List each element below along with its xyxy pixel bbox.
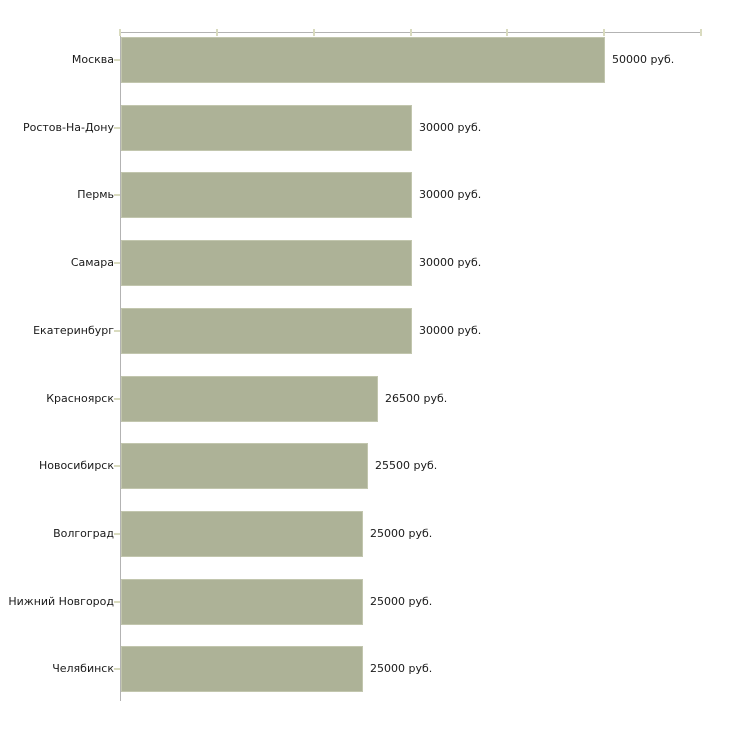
y-axis-line	[120, 32, 121, 701]
x-axis-tick-mark	[506, 29, 508, 36]
x-axis-tick-mark	[313, 29, 315, 36]
bar	[121, 105, 412, 151]
category-label: Самара	[70, 256, 114, 269]
bar-value-label: 30000 руб.	[419, 256, 482, 269]
category-tick-mark	[114, 330, 120, 332]
bar	[121, 172, 412, 218]
category-label: Ростов-На-Дону	[22, 121, 114, 134]
x-axis-tick-mark	[410, 29, 412, 36]
bar-value-label: 30000 руб.	[419, 188, 482, 201]
bar	[121, 579, 363, 625]
x-axis-tick-mark	[216, 29, 218, 36]
category-label: Екатеринбург	[33, 324, 114, 337]
bar	[121, 443, 368, 489]
bar	[121, 511, 363, 557]
x-axis-tick-mark	[700, 29, 702, 36]
category-tick-mark	[114, 533, 120, 535]
category-label: Нижний Новгород	[8, 595, 114, 608]
category-label: Пермь	[77, 188, 114, 201]
bar-value-label: 25000 руб.	[370, 662, 433, 675]
category-tick-mark	[114, 398, 120, 400]
bar-value-label: 30000 руб.	[419, 121, 482, 134]
category-label: Челябинск	[52, 662, 114, 675]
bar-value-label: 30000 руб.	[419, 324, 482, 337]
x-axis-tick-mark	[603, 29, 605, 36]
category-tick-mark	[114, 194, 120, 196]
category-tick-mark	[114, 601, 120, 603]
bar-value-label: 50000 руб.	[612, 53, 675, 66]
bar-value-label: 26500 руб.	[385, 392, 448, 405]
category-label: Москва	[71, 53, 114, 66]
bar	[121, 308, 412, 354]
bar	[121, 37, 605, 83]
bar	[121, 240, 412, 286]
category-label: Новосибирск	[38, 459, 114, 472]
category-label: Красноярск	[46, 392, 114, 405]
bar	[121, 646, 363, 692]
category-tick-mark	[114, 127, 120, 129]
x-axis-tick-mark	[119, 29, 121, 36]
category-label: Волгоград	[53, 527, 114, 540]
category-tick-mark	[114, 465, 120, 467]
bar-value-label: 25000 руб.	[370, 595, 433, 608]
bar-value-label: 25500 руб.	[375, 459, 438, 472]
bar	[121, 376, 378, 422]
category-tick-mark	[114, 59, 120, 61]
category-tick-mark	[114, 262, 120, 264]
bar-value-label: 25000 руб.	[370, 527, 433, 540]
category-tick-mark	[114, 668, 120, 670]
